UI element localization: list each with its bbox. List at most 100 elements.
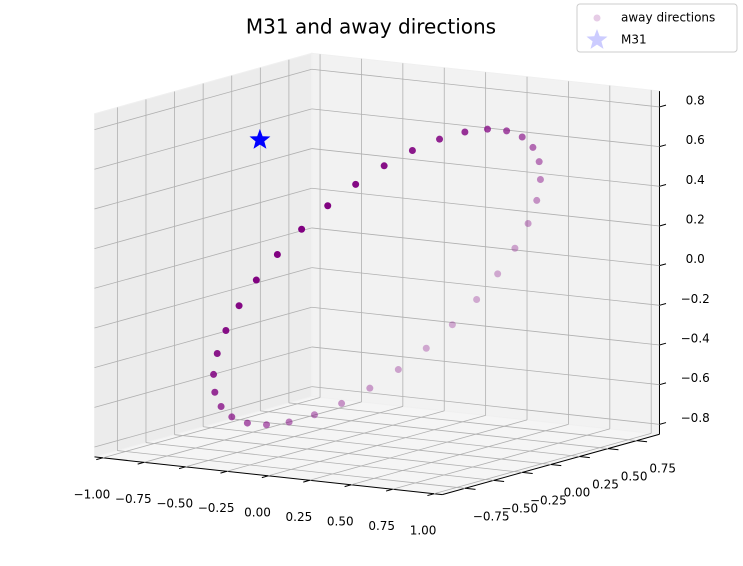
grid-line	[94, 346, 312, 408]
point	[210, 370, 218, 378]
point	[483, 125, 491, 133]
point	[533, 196, 541, 204]
point	[285, 418, 293, 426]
point	[338, 399, 346, 407]
z-tick	[659, 263, 667, 267]
y-tick-label: −0.25	[530, 493, 567, 507]
grid-line	[94, 267, 312, 329]
x-tick-label: −1.00	[74, 488, 111, 502]
point	[503, 127, 511, 135]
x-tick-label: −0.25	[198, 501, 235, 515]
point	[436, 135, 444, 143]
z-tick	[659, 422, 667, 425]
x-tick	[178, 466, 186, 470]
point	[310, 411, 318, 419]
z-tick-label: −0.2	[681, 292, 710, 306]
z-tick	[659, 104, 667, 108]
x-tick-label: 0.00	[244, 506, 271, 520]
point	[352, 180, 360, 188]
x-tick	[220, 470, 228, 474]
point	[211, 388, 219, 396]
point	[228, 413, 236, 421]
point	[536, 176, 544, 184]
z-tick	[659, 342, 667, 346]
grid-line	[311, 267, 660, 306]
point	[243, 419, 251, 427]
point	[535, 158, 543, 166]
x-tick	[344, 484, 352, 488]
point	[524, 219, 532, 227]
z-tick-label: 0.8	[686, 93, 705, 107]
point	[529, 143, 537, 151]
y-tick	[607, 448, 619, 451]
grid-line	[94, 227, 312, 289]
x-tick	[303, 479, 310, 483]
grid-line	[94, 187, 312, 250]
grid-line	[94, 386, 312, 448]
x-tick-label: 0.25	[286, 510, 313, 524]
z-tick-label: 0.6	[686, 133, 705, 147]
z-tick	[659, 303, 667, 306]
y-tick-label: 0.75	[649, 462, 676, 476]
chart-title: M31 and away directions	[246, 15, 496, 39]
point	[494, 270, 502, 278]
point	[511, 244, 519, 252]
z-tick-label: −0.6	[681, 371, 710, 385]
point	[394, 366, 402, 374]
z-tick-label: 0.2	[686, 212, 705, 226]
grid-line	[94, 306, 312, 369]
point	[461, 128, 469, 136]
z-tick-label: 0.0	[686, 252, 705, 266]
z-tick	[659, 184, 667, 187]
point	[408, 147, 416, 155]
grid-line	[174, 434, 523, 473]
grid-line	[311, 227, 660, 267]
z-tick	[659, 382, 667, 386]
point	[235, 302, 243, 310]
y-tick	[579, 456, 590, 459]
point	[366, 384, 374, 392]
x-tick	[385, 488, 393, 492]
grid-line	[311, 187, 660, 227]
grid-line	[311, 68, 660, 108]
grid-line	[288, 402, 637, 442]
z-tick-label: −0.4	[681, 331, 710, 345]
point	[324, 202, 332, 210]
y-tick	[465, 487, 476, 490]
z-tick-label: −0.8	[681, 411, 710, 425]
grid-line	[94, 108, 312, 170]
point	[249, 128, 271, 149]
grid-line	[311, 386, 660, 425]
y-tick-label: −0.50	[501, 501, 538, 515]
legend-label: M31	[621, 33, 647, 47]
y-tick-label: −0.75	[473, 509, 510, 523]
y-tick	[636, 440, 648, 443]
y-tick-label: 0.50	[621, 470, 648, 484]
legend-box	[576, 3, 738, 53]
grid-line	[260, 410, 609, 449]
point	[448, 321, 456, 329]
x-tick	[261, 475, 269, 479]
x-tick-label: −0.75	[115, 492, 152, 506]
x-tick-label: 0.50	[327, 515, 354, 529]
grid-line	[203, 426, 551, 465]
point	[213, 350, 221, 358]
z-tick	[659, 223, 667, 227]
y-tick	[493, 479, 505, 482]
point	[222, 326, 230, 334]
point	[518, 133, 526, 141]
grid-line	[117, 450, 466, 489]
grid-line	[311, 306, 660, 346]
y-tick	[550, 463, 562, 467]
grid-line	[311, 346, 660, 386]
point	[473, 295, 481, 303]
x-tick	[137, 461, 145, 465]
z-tick-label: 0.4	[686, 173, 705, 187]
x-tick-label: 0.75	[368, 519, 395, 533]
point	[263, 421, 271, 429]
z-tick	[659, 144, 667, 148]
x-tick-label: 1.00	[410, 524, 437, 538]
point	[217, 403, 225, 411]
